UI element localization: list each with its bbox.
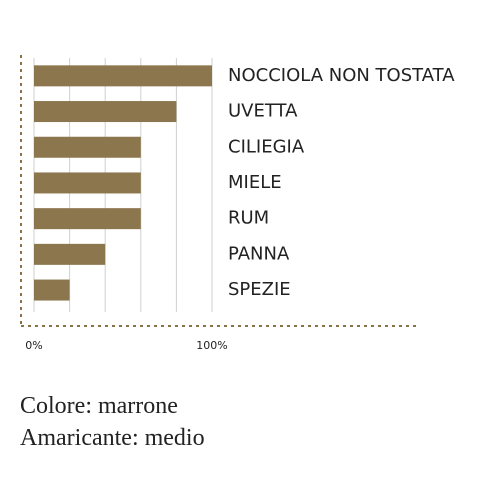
bar xyxy=(34,65,212,87)
category-label: RUM xyxy=(228,208,269,229)
category-label: MIELE xyxy=(228,172,282,193)
bar xyxy=(34,243,106,265)
x-tick-label: 100% xyxy=(196,339,227,352)
footer-line: Amaricante: medio xyxy=(20,425,205,451)
category-label: NOCCIOLA NON TOSTATA xyxy=(228,65,455,86)
x-tick-label: 0% xyxy=(25,339,42,352)
category-label: UVETTA xyxy=(228,101,298,122)
category-label: SPEZIE xyxy=(228,279,291,300)
bar xyxy=(34,136,141,158)
category-label: PANNA xyxy=(228,243,290,264)
bar xyxy=(34,279,70,301)
bar xyxy=(34,101,177,123)
category-label: CILIEGIA xyxy=(228,136,305,157)
bar xyxy=(34,208,141,230)
bar xyxy=(34,172,141,194)
footer-line: Colore: marrone xyxy=(20,393,178,419)
